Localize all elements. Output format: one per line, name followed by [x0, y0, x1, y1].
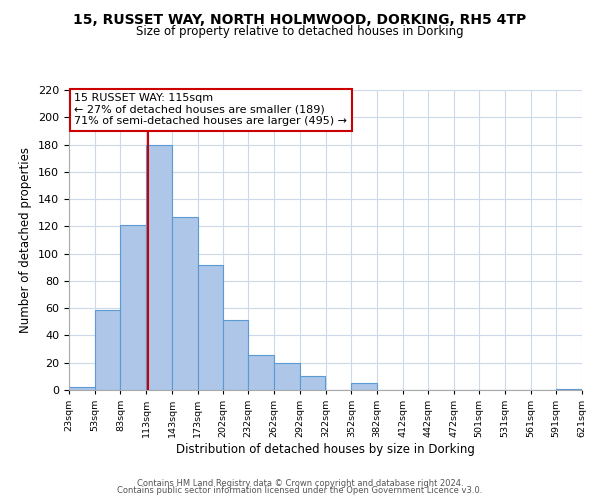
- Bar: [248, 354, 274, 390]
- Text: Contains public sector information licensed under the Open Government Licence v3: Contains public sector information licen…: [118, 486, 482, 495]
- Bar: [172, 217, 197, 390]
- Bar: [300, 376, 325, 390]
- Text: 15, RUSSET WAY, NORTH HOLMWOOD, DORKING, RH5 4TP: 15, RUSSET WAY, NORTH HOLMWOOD, DORKING,…: [73, 12, 527, 26]
- Text: Size of property relative to detached houses in Dorking: Size of property relative to detached ho…: [136, 25, 464, 38]
- Y-axis label: Number of detached properties: Number of detached properties: [19, 147, 32, 333]
- Bar: [95, 310, 121, 390]
- Bar: [223, 320, 248, 390]
- Bar: [197, 264, 223, 390]
- Bar: [69, 388, 95, 390]
- X-axis label: Distribution of detached houses by size in Dorking: Distribution of detached houses by size …: [176, 443, 475, 456]
- Bar: [146, 144, 172, 390]
- Bar: [556, 388, 582, 390]
- Text: 15 RUSSET WAY: 115sqm
← 27% of detached houses are smaller (189)
71% of semi-det: 15 RUSSET WAY: 115sqm ← 27% of detached …: [74, 93, 347, 126]
- Text: Contains HM Land Registry data © Crown copyright and database right 2024.: Contains HM Land Registry data © Crown c…: [137, 478, 463, 488]
- Bar: [274, 362, 300, 390]
- Bar: [351, 383, 377, 390]
- Bar: [121, 225, 146, 390]
